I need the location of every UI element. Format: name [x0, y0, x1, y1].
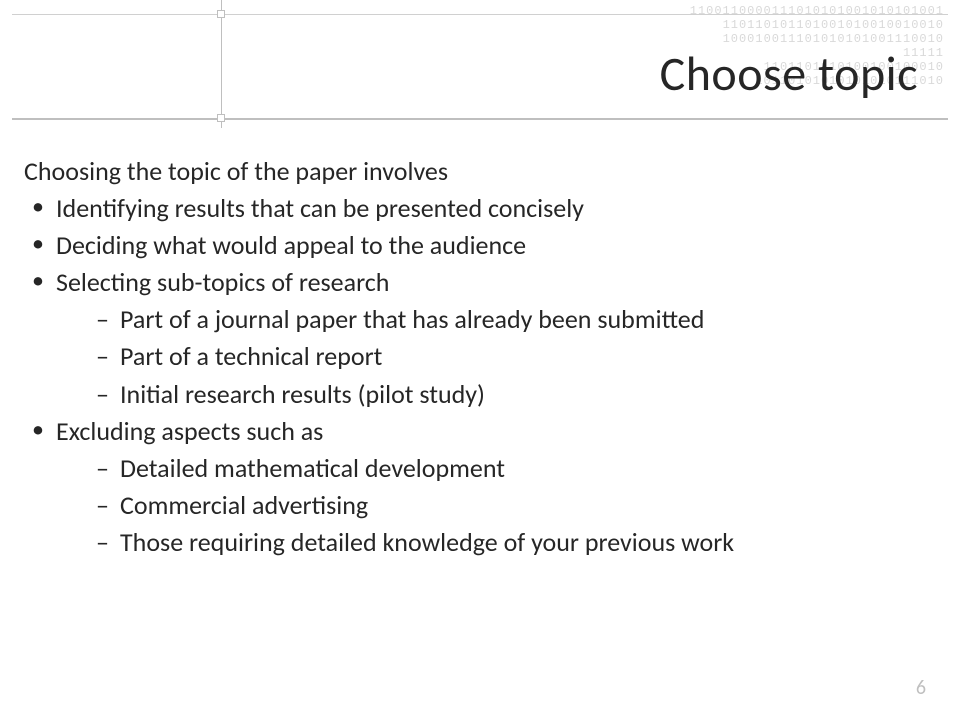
- page-number: 6: [916, 676, 926, 700]
- list-item: Those requiring detailed knowledge of yo…: [56, 525, 936, 560]
- list-item: Commercial advertising: [56, 488, 936, 523]
- deco-hline-top: [12, 14, 948, 15]
- bullet-text: Part of a technical report: [120, 340, 382, 372]
- list-item: Detailed mathematical development: [56, 451, 936, 486]
- bullet-text: Part of a journal paper that has already…: [120, 303, 704, 335]
- binary-line: 110110101101001010010010010: [723, 18, 944, 32]
- list-item: Identifying results that can be presente…: [24, 191, 936, 226]
- list-item: Initial research results (pilot study): [56, 377, 936, 412]
- deco-vline: [221, 0, 222, 128]
- bullet-text: Deciding what would appeal to the audien…: [56, 229, 526, 261]
- list-item: Part of a technical report: [56, 339, 936, 374]
- bullet-text: Identifying results that can be presente…: [56, 192, 584, 224]
- bullet-text: Those requiring detailed knowledge of yo…: [120, 526, 734, 558]
- slide-title: Choose topic: [660, 44, 918, 103]
- binary-line: 1100110000111010101001010101001: [690, 4, 944, 18]
- deco-hline-mid: [12, 118, 948, 120]
- list-item: Selecting sub-topics of research Part of…: [24, 265, 936, 411]
- list-item: Deciding what would appeal to the audien…: [24, 228, 936, 263]
- sub-list: Part of a journal paper that has already…: [56, 302, 936, 411]
- intro-text: Choosing the topic of the paper involves: [24, 154, 936, 189]
- list-item: Excluding aspects such as Detailed mathe…: [24, 414, 936, 560]
- slide-body: Choosing the topic of the paper involves…: [24, 154, 936, 560]
- bullet-list: Identifying results that can be presente…: [24, 191, 936, 560]
- deco-square-top: [217, 10, 225, 18]
- slide: 1100110000111010101001010101001 11011010…: [0, 0, 960, 720]
- bullet-text: Commercial advertising: [120, 489, 368, 521]
- bullet-text: Detailed mathematical development: [120, 452, 505, 484]
- bullet-text: Initial research results (pilot study): [120, 378, 485, 410]
- deco-square-mid: [217, 114, 225, 122]
- list-item: Part of a journal paper that has already…: [56, 302, 936, 337]
- sub-list: Detailed mathematical development Commer…: [56, 451, 936, 560]
- bullet-text: Selecting sub-topics of research: [56, 266, 389, 298]
- bullet-text: Excluding aspects such as: [56, 415, 323, 447]
